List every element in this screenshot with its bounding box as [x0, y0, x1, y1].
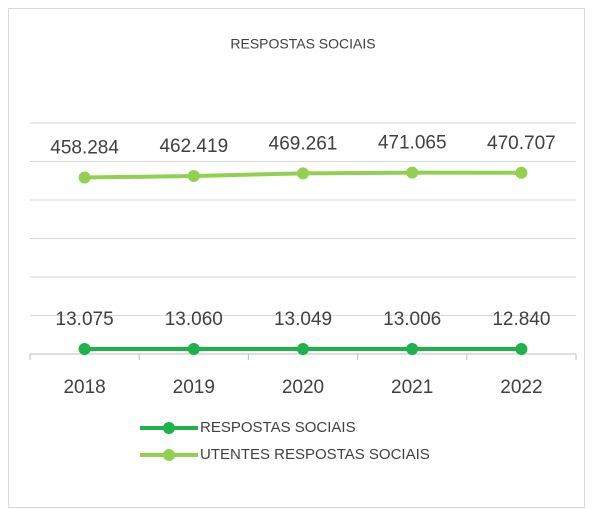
- data-point: [187, 342, 200, 355]
- data-point: [515, 166, 528, 179]
- data-label: 470.707: [487, 133, 556, 154]
- x-tick-label: 2020: [282, 377, 324, 398]
- x-tick-label: 2022: [500, 377, 542, 398]
- chart-frame: [8, 8, 585, 508]
- data-label: 13.075: [56, 309, 114, 330]
- data-label: 462.419: [159, 136, 228, 157]
- data-label: 12.840: [492, 309, 550, 330]
- data-label: 13.049: [274, 309, 332, 330]
- legend-label: RESPOSTAS SOCIAIS: [200, 419, 356, 436]
- data-point: [406, 166, 419, 179]
- data-point: [187, 169, 200, 182]
- data-point: [78, 342, 91, 355]
- data-point: [297, 342, 309, 355]
- data-point: [78, 171, 91, 184]
- x-tick-label: 2019: [173, 377, 215, 398]
- data-label: 13.006: [383, 309, 441, 330]
- x-tick-label: 2018: [63, 377, 105, 398]
- data-label: 471.065: [378, 133, 447, 154]
- legend-label: UTENTES RESPOSTAS SOCIAIS: [200, 446, 430, 463]
- data-point: [297, 167, 309, 180]
- data-label: 469.261: [269, 133, 338, 154]
- data-point: [515, 343, 528, 356]
- chart-title: RESPOSTAS SOCIAIS: [230, 36, 375, 52]
- x-tick-label: 2021: [391, 377, 433, 398]
- data-label: 458.284: [50, 138, 119, 159]
- legend-marker: [163, 449, 175, 461]
- data-point: [406, 342, 419, 355]
- legend-marker: [163, 422, 175, 434]
- data-label: 13.060: [165, 309, 223, 330]
